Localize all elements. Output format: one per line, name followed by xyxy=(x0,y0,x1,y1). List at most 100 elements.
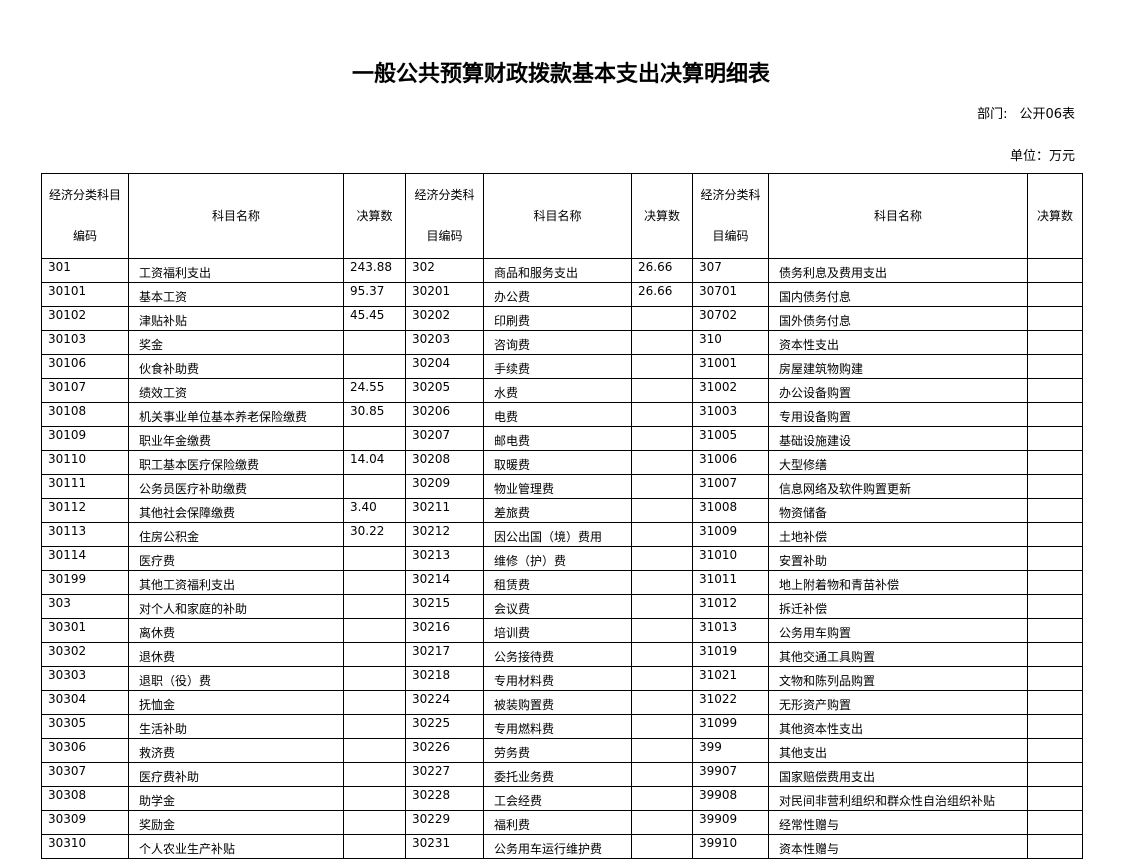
table-row: 30103 奖金 30203 咨询费 310 资本性支出 xyxy=(41,330,1083,355)
code-cell: 30304 xyxy=(41,690,129,715)
amount-cell: 3.40 xyxy=(343,498,406,523)
column-header: 科目名称 xyxy=(768,173,1028,259)
code-cell: 31099 xyxy=(692,714,769,739)
table-row: 30111 公务员医疗补助缴费 30209 物业管理费 31007 信息网络及软件购置更新 xyxy=(41,474,1083,499)
code-cell: 39910 xyxy=(692,834,769,859)
name-cell: 工会经费 xyxy=(483,786,632,811)
code-cell: 30114 xyxy=(41,546,129,571)
name-cell: 国内债务付息 xyxy=(768,282,1028,307)
code-cell: 31008 xyxy=(692,498,769,523)
code-cell: 31012 xyxy=(692,594,769,619)
code-cell: 31021 xyxy=(692,666,769,691)
amount-cell xyxy=(343,786,406,811)
name-cell: 对个人和家庭的补助 xyxy=(128,594,344,619)
name-cell: 其他工资福利支出 xyxy=(128,570,344,595)
table-row: 30306 救济费 30226 劳务费 399 其他支出 xyxy=(41,738,1083,763)
amount-cell xyxy=(343,666,406,691)
unit: 单位：万元 xyxy=(1009,149,1075,164)
code-cell: 30212 xyxy=(405,522,484,547)
amount-cell: 30.22 xyxy=(343,522,406,547)
amount-cell: 26.66 xyxy=(631,282,693,307)
table-row: 30114 医疗费 30213 维修（护）费 31010 安置补助 xyxy=(41,546,1083,571)
amount-cell xyxy=(631,786,693,811)
table-row: 30108 机关事业单位基本养老保险缴费 30.85 30206 电费 31003 专用设备… xyxy=(41,402,1083,427)
amount-cell xyxy=(1027,330,1083,355)
name-cell: 公务员医疗补助缴费 xyxy=(128,474,344,499)
amount-cell xyxy=(1027,666,1083,691)
name-cell: 离休费 xyxy=(128,618,344,643)
code-cell: 30101 xyxy=(41,282,129,307)
table-row: 30307 医疗费补助 30227 委托业务费 39907 国家赔偿费用支出 xyxy=(41,762,1083,787)
code-cell: 30211 xyxy=(405,498,484,523)
code-cell: 31002 xyxy=(692,378,769,403)
code-cell: 30109 xyxy=(41,426,129,451)
name-cell: 专用设备购置 xyxy=(768,402,1028,427)
name-cell: 信息网络及软件购置更新 xyxy=(768,474,1028,499)
name-cell: 伙食补助费 xyxy=(128,354,344,379)
name-cell: 职工基本医疗保险缴费 xyxy=(128,450,344,475)
amount-cell: 26.66 xyxy=(631,258,693,283)
table-row: 30102 津贴补贴 45.45 30202 印刷费 30702 国外债务付息 xyxy=(41,306,1083,331)
amount-cell xyxy=(631,522,693,547)
name-cell: 其他资本性支出 xyxy=(768,714,1028,739)
table-row: 30308 助学金 30228 工会经费 39908 对民间非营利组织和群众性自治组织补贴 xyxy=(41,786,1083,811)
amount-cell xyxy=(631,618,693,643)
amount-cell xyxy=(631,354,693,379)
amount-cell xyxy=(1027,714,1083,739)
amount-cell: 30.85 xyxy=(343,402,406,427)
page: 一般公共预算财政拨款基本支出决算明细表 部门: 公开06表 单位：万元 经济分类科… xyxy=(41,62,1083,859)
amount-cell xyxy=(1027,258,1083,283)
name-cell: 被装购置费 xyxy=(483,690,632,715)
code-cell: 30231 xyxy=(405,834,484,859)
code-cell: 302 xyxy=(405,258,484,283)
name-cell: 医疗费 xyxy=(128,546,344,571)
name-cell: 对民间非营利组织和群众性自治组织补贴 xyxy=(768,786,1028,811)
code-cell: 31006 xyxy=(692,450,769,475)
code-cell: 30216 xyxy=(405,618,484,643)
code-cell: 30229 xyxy=(405,810,484,835)
amount-cell xyxy=(631,426,693,451)
amount-cell xyxy=(631,810,693,835)
amount-cell xyxy=(343,834,406,859)
name-cell: 机关事业单位基本养老保险缴费 xyxy=(128,402,344,427)
amount-cell xyxy=(631,402,693,427)
name-cell: 公务接待费 xyxy=(483,642,632,667)
code-cell: 30203 xyxy=(405,330,484,355)
code-cell: 30226 xyxy=(405,738,484,763)
code-cell: 30228 xyxy=(405,786,484,811)
table-row: 303 对个人和家庭的补助 30215 会议费 31012 拆迁补偿 xyxy=(41,594,1083,619)
name-cell: 差旅费 xyxy=(483,498,632,523)
name-cell: 拆迁补偿 xyxy=(768,594,1028,619)
amount-cell xyxy=(631,594,693,619)
name-cell: 职业年金缴费 xyxy=(128,426,344,451)
code-cell: 30305 xyxy=(41,714,129,739)
amount-cell xyxy=(1027,618,1083,643)
amount-cell: 95.37 xyxy=(343,282,406,307)
code-cell: 30107 xyxy=(41,378,129,403)
amount-cell: 24.55 xyxy=(343,378,406,403)
amount-cell xyxy=(1027,306,1083,331)
table-row: 30110 职工基本医疗保险缴费 14.04 30208 取暖费 31006 大型修缮 xyxy=(41,450,1083,475)
code-cell: 30208 xyxy=(405,450,484,475)
code-cell: 30307 xyxy=(41,762,129,787)
column-header: 经济分类科目编码 xyxy=(405,173,484,259)
name-cell: 国家赔偿费用支出 xyxy=(768,762,1028,787)
name-cell: 医疗费补助 xyxy=(128,762,344,787)
column-header: 经济分类科目编码 xyxy=(41,173,129,259)
code-cell: 307 xyxy=(692,258,769,283)
amount-cell xyxy=(343,738,406,763)
name-cell: 退职（役）费 xyxy=(128,666,344,691)
name-cell: 无形资产购置 xyxy=(768,690,1028,715)
dept-label: 部门: xyxy=(977,107,1008,122)
name-cell: 经常性赠与 xyxy=(768,810,1028,835)
name-cell: 邮电费 xyxy=(483,426,632,451)
name-cell: 奖金 xyxy=(128,330,344,355)
amount-cell xyxy=(1027,834,1083,859)
name-cell: 专用燃料费 xyxy=(483,714,632,739)
name-cell: 生活补助 xyxy=(128,714,344,739)
code-cell: 31001 xyxy=(692,354,769,379)
code-cell: 31013 xyxy=(692,618,769,643)
name-cell: 其他社会保障缴费 xyxy=(128,498,344,523)
name-cell: 租赁费 xyxy=(483,570,632,595)
table-row: 30199 其他工资福利支出 30214 租赁费 31011 地上附着物和青苗补偿 xyxy=(41,570,1083,595)
